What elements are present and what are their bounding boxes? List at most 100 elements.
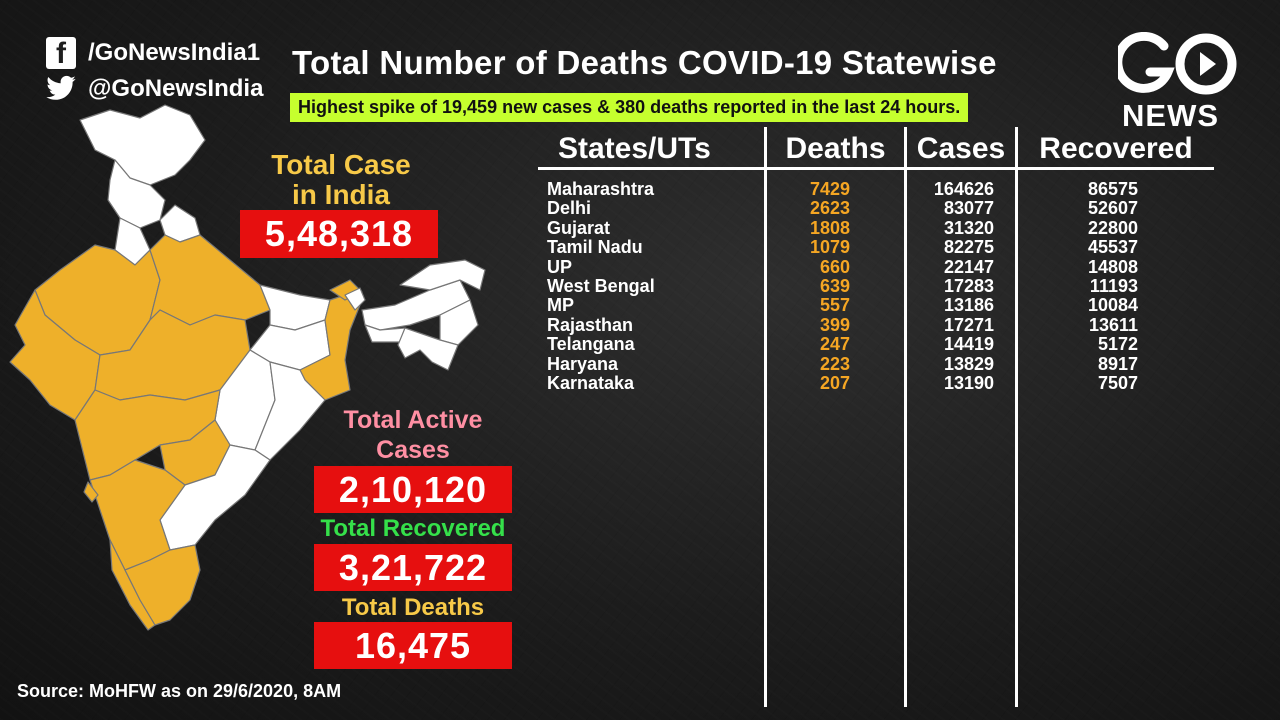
active-label-line1: Total Active	[343, 406, 483, 434]
cases-cell: 22147	[905, 257, 1018, 278]
table-row: Telangana 247 14419 5172	[538, 334, 1214, 355]
table-row: Haryana 223 13829 8917	[538, 353, 1214, 375]
deaths-cell: 7429	[765, 168, 907, 200]
state-name: Haryana	[538, 354, 767, 375]
state-jammu-kashmir	[79, 104, 206, 186]
cases-cell: 14419	[905, 334, 1018, 355]
table-header-row: States/UTs Deaths Cases Recovered	[538, 127, 1214, 170]
state-mizoram-tripura	[397, 327, 459, 371]
state-arunachal	[399, 259, 486, 291]
deaths-cell: 399	[765, 315, 907, 336]
cases-cell: 31320	[905, 218, 1018, 239]
state-sikkim	[344, 287, 366, 311]
deaths-cell: 1808	[765, 218, 907, 239]
deaths-value: 16,475	[314, 622, 512, 669]
twitter-handle: @GoNewsIndia	[88, 75, 264, 102]
deaths-label: Total Deaths	[341, 594, 485, 621]
total-cases-label-line2: in India	[292, 179, 390, 210]
deaths-cell: 223	[765, 354, 907, 375]
header-states: States/UTs	[538, 127, 767, 170]
state-name: UP	[538, 257, 767, 278]
twitter-icon	[44, 72, 78, 106]
deaths-cell: 2623	[765, 198, 907, 219]
active-label-line2: Cases	[376, 436, 450, 464]
cases-cell: 13186	[905, 296, 1018, 316]
gonews-logo-icon: NEWS	[1113, 31, 1238, 133]
recovered-cell: 45537	[1087, 237, 1138, 258]
recovered-cell: 10084	[1087, 295, 1138, 316]
recovered-label: Total Recovered	[320, 515, 506, 542]
state-name: Maharashtra	[538, 168, 767, 200]
table-row: Tamil Nadu 1079 82275 45537	[538, 237, 1214, 258]
table-row: Gujarat 1808 31320 22800	[538, 217, 1214, 239]
state-tamil-nadu	[124, 544, 201, 626]
deaths-cell: 1079	[765, 237, 907, 258]
state-nagaland-manipur	[439, 299, 479, 346]
page-title: Total Number of Deaths COVID-19 Statewis…	[292, 44, 997, 81]
state-name: Telangana	[538, 334, 767, 355]
india-map	[9, 104, 486, 631]
active-cases-value: 2,10,120	[314, 466, 512, 513]
cases-cell: 13829	[905, 354, 1018, 375]
state-himachal-punjab	[107, 159, 166, 229]
source-note: Source: MoHFW as on 29/6/2020, 8AM	[17, 681, 342, 701]
state-name: Rajasthan	[538, 315, 767, 336]
facebook-icon: f	[44, 36, 78, 70]
twitter-handle-row: @GoNewsIndia	[44, 72, 263, 106]
go-logo-mark	[1113, 31, 1237, 95]
header-recovered: Recovered	[1016, 127, 1214, 170]
state-odisha	[254, 361, 326, 461]
table-row: Delhi 2623 83077 52607	[538, 198, 1214, 219]
recovered-cell: 52607	[1087, 198, 1138, 219]
deaths-cell: 557	[765, 296, 907, 316]
table-filler-cell	[765, 393, 907, 708]
recovered-value: 3,21,722	[314, 544, 512, 591]
header-cases: Cases	[905, 127, 1018, 170]
cases-cell: 82275	[905, 237, 1018, 258]
table-filler-cell	[905, 393, 1018, 708]
total-cases-label-line1: Total Case	[271, 149, 411, 180]
state-goa	[83, 481, 99, 503]
table-row: Rajasthan 399 17271 13611	[538, 314, 1214, 336]
cases-cell: 13190	[905, 373, 1018, 394]
cases-cell: 17271	[905, 315, 1018, 336]
table-filler-row	[538, 393, 1215, 708]
deaths-cell: 639	[765, 276, 907, 297]
recovered-cell: 13611	[1088, 314, 1138, 335]
table-row: Karnataka 207 13190 7507	[538, 373, 1214, 394]
state-name: Karnataka	[538, 373, 767, 394]
table-filler-cell	[538, 393, 767, 708]
recovered-cell: 14808	[1087, 256, 1138, 277]
table-row: MP 557 13186 10084	[538, 295, 1214, 316]
states-table: States/UTs Deaths Cases Recovered Mahara…	[538, 127, 1215, 708]
total-cases-value: 5,48,318	[240, 210, 438, 258]
state-name: Delhi	[538, 198, 767, 219]
table-filler-cell	[1017, 393, 1215, 707]
cases-cell: 17283	[905, 276, 1018, 297]
facebook-handle: /GoNewsIndia1	[88, 39, 261, 66]
header-deaths: Deaths	[765, 127, 907, 170]
recovered-cell: 86575	[1087, 179, 1138, 199]
state-name: Gujarat	[538, 218, 767, 239]
state-karnataka	[89, 459, 186, 571]
cases-cell: 164626	[905, 168, 1018, 200]
recovered-cell: 8917	[1097, 353, 1138, 374]
table-row: Maharashtra 7429 164626 86575	[538, 168, 1214, 200]
subtitle-banner: Highest spike of 19,459 new cases & 380 …	[290, 93, 969, 122]
state-name: MP	[538, 296, 767, 316]
table-row: West Bengal 639 17283 11193	[538, 276, 1214, 297]
active-cases-label: Total Active Cases	[314, 405, 512, 465]
recovered-cell: 11193	[1089, 276, 1138, 297]
total-cases-label: Total Case in India	[262, 150, 420, 210]
recovered-cell: 7507	[1097, 373, 1138, 394]
states-table-body: Maharashtra 7429 164626 86575 Delhi 2623 83077…	[538, 168, 1215, 708]
recovered-cell: 22800	[1087, 217, 1138, 238]
state-name: Tamil Nadu	[538, 237, 767, 258]
deaths-cell: 247	[765, 334, 907, 355]
facebook-handle-row: f /GoNewsIndia1	[44, 36, 260, 70]
cases-cell: 83077	[905, 198, 1018, 219]
table-row: UP 660 22147 14808	[538, 256, 1214, 278]
state-gujarat	[9, 289, 101, 421]
deaths-cell: 660	[765, 257, 907, 278]
state-name: West Bengal	[538, 276, 767, 297]
